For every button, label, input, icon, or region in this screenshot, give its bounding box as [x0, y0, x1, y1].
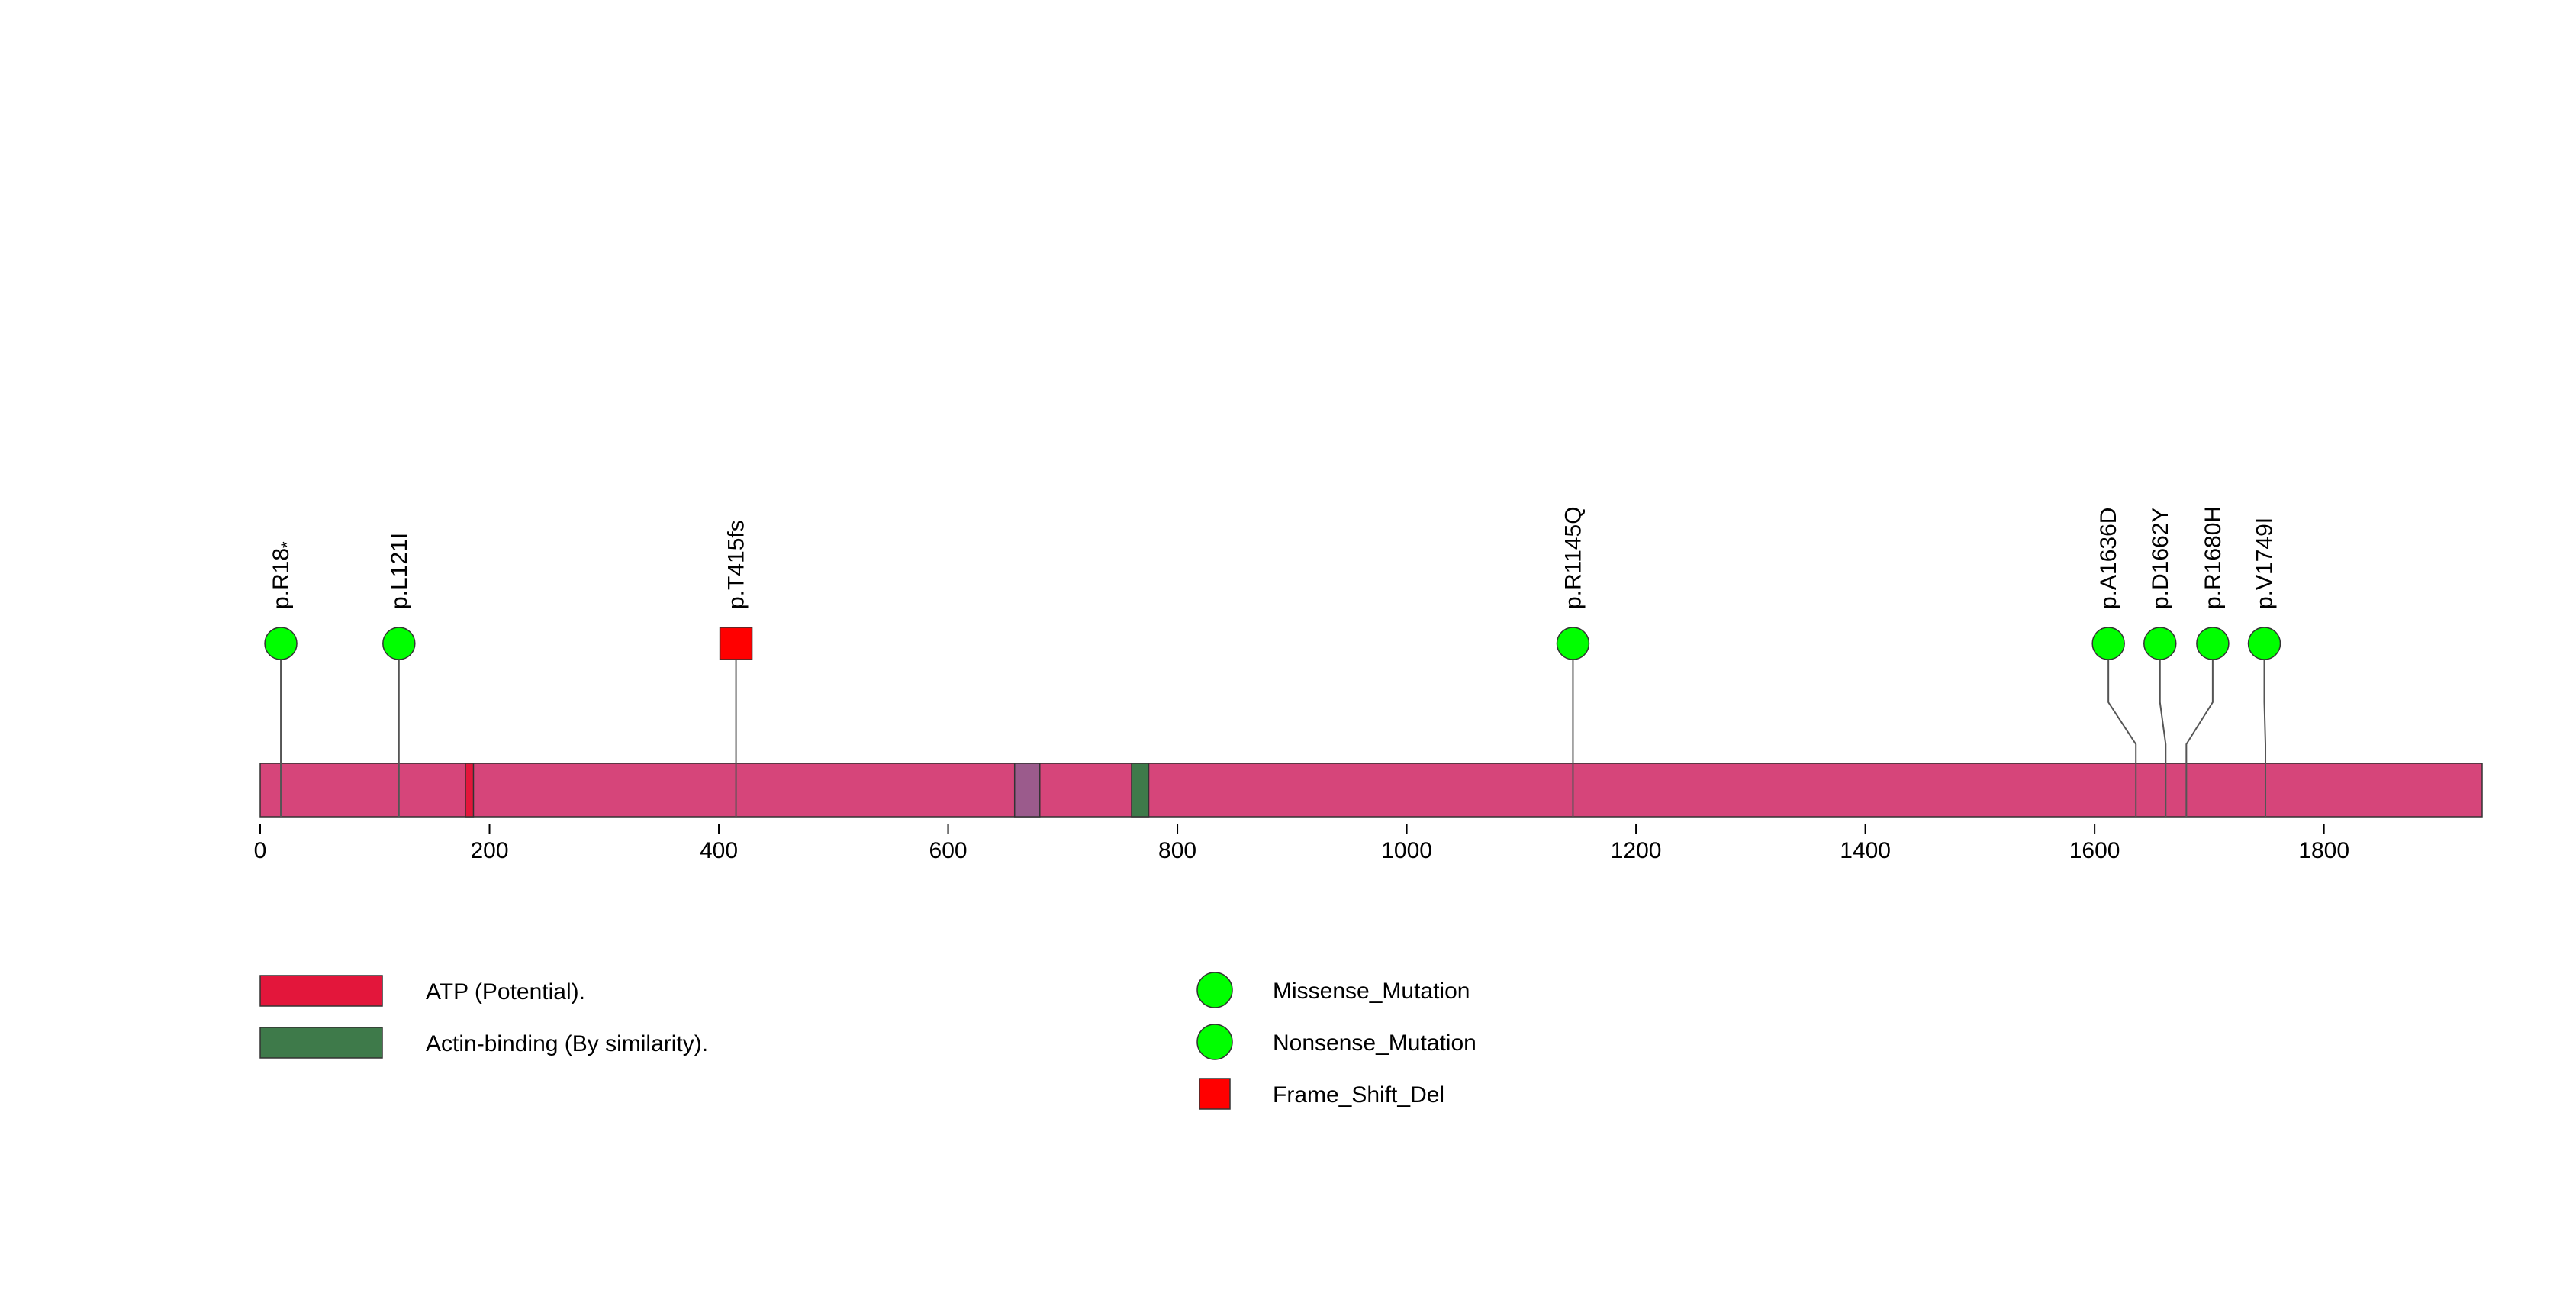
- mutation-marker: [2143, 627, 2177, 660]
- mutation-labels: p.R18* p.L121I p.T415fs p.R1145Q p.A1636D p.D…: [269, 506, 2277, 609]
- frameshift-marker: [719, 627, 753, 660]
- mutation-label-superscript: *: [278, 541, 297, 548]
- axis-tick-label: 1000: [1381, 838, 1432, 863]
- legend-circle-swatch: [1196, 1024, 1233, 1060]
- legend: ATP (Potential). Actin-binding (By simila…: [259, 972, 1476, 1110]
- axis-tick-label: 800: [1158, 838, 1196, 863]
- legend-domain-swatch: [259, 975, 383, 1007]
- legend-mutation-label: Missense_Mutation: [1273, 979, 1470, 1004]
- axis-tick-label: 400: [700, 838, 738, 863]
- legend-mutation-label: Nonsense_Mutation: [1273, 1030, 1476, 1056]
- mutation-label: p.R18*: [269, 541, 297, 609]
- mutation-label: p.V1749I: [2252, 518, 2278, 609]
- axis-tick-label: 1800: [2298, 838, 2349, 863]
- mutation-marker: [2247, 627, 2281, 660]
- mutation-markers: [264, 627, 2281, 660]
- protein-bar: [259, 763, 2483, 818]
- domain-segment: [1013, 763, 1041, 818]
- mutation-label: p.L121I: [387, 533, 412, 609]
- legend-domain-swatch: [259, 1027, 383, 1059]
- legend-mutation-label: Frame_Shift_Del: [1273, 1082, 1444, 1108]
- mutation-marker: [2091, 627, 2125, 660]
- legend-domain-label: ATP (Potential).: [426, 979, 585, 1005]
- axis-tick-label: 0: [254, 838, 267, 863]
- mutation-label: p.D1662Y: [2148, 508, 2173, 609]
- mutation-marker: [2196, 627, 2230, 660]
- domain-segment: [1131, 763, 1150, 818]
- axis-tick-label: 1400: [1840, 838, 1891, 863]
- legend-circle-swatch: [1196, 972, 1233, 1008]
- x-axis: 0 200 400 600 800 1000 1200 1400 1600 1800: [254, 824, 2349, 863]
- axis-tick-label: 200: [470, 838, 508, 863]
- mutation-label: p.T415fs: [724, 520, 749, 609]
- mutation-label: p.R1680H: [2201, 506, 2226, 609]
- mutation-label: p.A1636D: [2096, 508, 2121, 609]
- mutation-marker: [382, 627, 416, 660]
- axis-tick-label: 1200: [1611, 838, 1662, 863]
- mutation-marker: [264, 627, 298, 660]
- mutation-marker: [1556, 627, 1590, 660]
- legend-square-swatch: [1199, 1078, 1231, 1110]
- axis-tick-label: 600: [929, 838, 968, 863]
- mutation-label: p.R1145Q: [1560, 506, 1586, 609]
- protein-track: [259, 763, 2483, 818]
- axis-tick-label: 1600: [2069, 838, 2120, 863]
- domain-segment: [465, 763, 475, 818]
- legend-domain-label: Actin-binding (By similarity).: [426, 1031, 708, 1056]
- mutation-label-text: p.R18: [269, 548, 294, 609]
